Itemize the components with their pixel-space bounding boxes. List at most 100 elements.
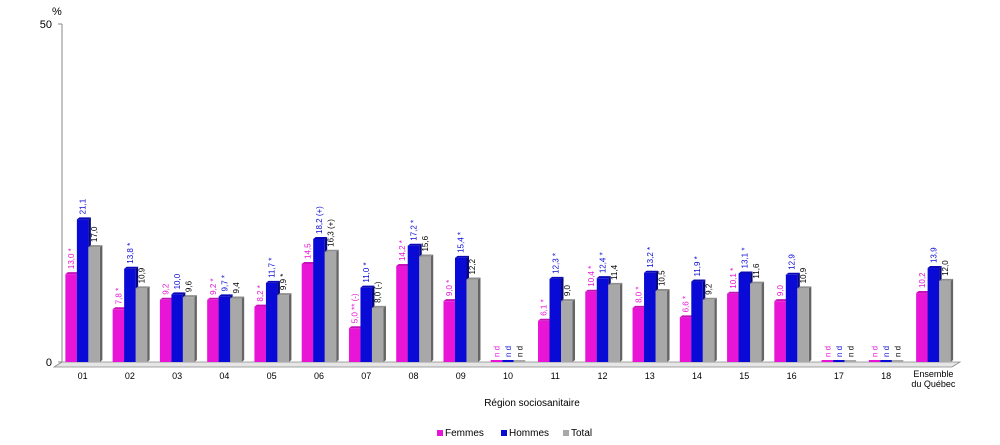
bar-top xyxy=(218,294,233,297)
bar-top xyxy=(538,318,553,321)
data-label-hommes: 13,2 * xyxy=(646,247,655,268)
bar-front xyxy=(785,274,798,362)
bar-top xyxy=(585,289,600,292)
bar-side xyxy=(99,245,103,362)
bar-front xyxy=(821,360,834,362)
bar-top xyxy=(608,282,623,285)
bar-front xyxy=(679,317,692,362)
bar-front xyxy=(324,251,337,362)
bar-front xyxy=(313,238,325,362)
bar-front xyxy=(207,299,219,362)
bar-total-12 xyxy=(655,289,670,362)
bar-top xyxy=(396,264,411,267)
legend-item-total: Total xyxy=(563,428,592,439)
bar-front xyxy=(360,287,372,362)
bar-side xyxy=(241,296,245,362)
data-label-femmes: 13,0 * xyxy=(67,248,76,269)
bar-top xyxy=(655,289,670,292)
data-label-hommes: 13,9 xyxy=(929,247,938,263)
bar-side xyxy=(147,286,150,362)
bar-top xyxy=(407,243,422,246)
bar-front xyxy=(880,360,892,362)
bar-top xyxy=(797,286,812,289)
bar-front xyxy=(868,360,881,362)
x-tick-label: 12 xyxy=(598,371,608,381)
data-label-total: 10,9 xyxy=(137,267,146,283)
bar-total-3 xyxy=(230,296,245,362)
bar-top xyxy=(277,293,292,296)
data-label-total: n d xyxy=(894,346,903,357)
bar-front xyxy=(774,301,786,362)
bar-total-15 xyxy=(797,286,812,362)
bar-front xyxy=(88,247,100,362)
bar-top xyxy=(561,299,576,302)
bar-top xyxy=(182,295,197,298)
bar-total-4 xyxy=(277,293,292,362)
bar-front xyxy=(112,309,125,362)
data-label-total: 10,5 xyxy=(657,270,666,286)
x-tick-label: 06 xyxy=(314,371,324,381)
bar-femmes-17 xyxy=(868,360,881,362)
bar-front xyxy=(348,328,361,362)
data-label-hommes: 21,1 xyxy=(79,198,88,214)
bar-front xyxy=(76,219,89,362)
bar-side xyxy=(288,293,292,362)
bar-side xyxy=(950,278,954,362)
bar-top xyxy=(301,261,316,264)
bar-side xyxy=(761,281,765,362)
bar-total-5 xyxy=(324,249,339,362)
data-label-total: 12,0 xyxy=(941,260,950,276)
bars-group xyxy=(65,217,954,362)
bar-total-9 xyxy=(513,360,526,362)
bar-total-14 xyxy=(750,281,765,362)
legend: Femmes Hommes Total xyxy=(437,428,592,439)
bar-total-8 xyxy=(466,277,481,362)
x-tick-label: Ensemble du Québec xyxy=(911,369,956,389)
data-label-total: 15,6 xyxy=(421,235,430,251)
data-label-femmes: 8,0 * xyxy=(634,286,643,302)
data-label-hommes: 18,2 (+) xyxy=(315,206,324,234)
bar-top xyxy=(207,297,222,300)
bar-total-18 xyxy=(939,278,954,362)
bar-total-11 xyxy=(608,282,623,362)
bar-top xyxy=(702,297,717,300)
data-label-total: 8,0 (-) xyxy=(374,281,383,303)
data-label-hommes: 10,0 xyxy=(173,273,182,289)
bar-total-1 xyxy=(135,286,150,362)
bar-front xyxy=(939,280,951,362)
data-label-femmes: 14,5 xyxy=(303,243,312,259)
bar-top xyxy=(313,236,328,239)
bar-front xyxy=(844,360,857,362)
bar-front xyxy=(916,293,928,362)
bar-front xyxy=(159,299,172,362)
bar-top xyxy=(939,278,954,281)
bar-front xyxy=(585,291,597,362)
x-tick-label: 01 xyxy=(78,371,88,381)
bar-top xyxy=(596,276,611,279)
bar-side xyxy=(194,295,197,362)
bar-front xyxy=(750,283,762,362)
data-label-total: 16,3 (+) xyxy=(326,219,335,247)
bar-side xyxy=(383,305,386,362)
data-label-total: 12,2 xyxy=(468,258,477,274)
x-tick-label: 10 xyxy=(503,371,513,381)
bar-front xyxy=(407,245,420,362)
bar-top xyxy=(466,277,481,280)
data-label-femmes: 9,0 xyxy=(776,284,785,296)
y-tick-label: 0 xyxy=(46,357,52,369)
legend-swatch xyxy=(563,430,569,436)
bar-top xyxy=(230,296,245,299)
bar-total-16 xyxy=(844,360,857,362)
bar-front xyxy=(596,278,609,362)
x-tick-label: 02 xyxy=(125,371,135,381)
bar-top xyxy=(738,271,753,274)
legend-label: Femmes xyxy=(445,428,484,439)
legend-swatch xyxy=(437,430,443,436)
bar-top xyxy=(454,255,469,258)
bar-front xyxy=(454,257,467,362)
bar-front xyxy=(301,263,314,362)
x-tick-label: 05 xyxy=(267,371,277,381)
bar-top xyxy=(549,276,564,279)
bar-top xyxy=(774,299,789,302)
bar-top xyxy=(76,217,91,220)
